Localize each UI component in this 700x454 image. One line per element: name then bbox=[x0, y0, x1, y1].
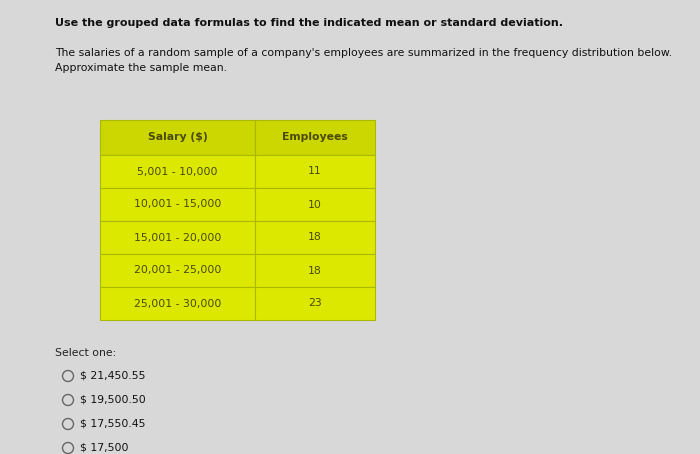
Bar bbox=[100, 120, 255, 155]
Text: 10: 10 bbox=[308, 199, 322, 209]
Text: Salary ($): Salary ($) bbox=[148, 133, 207, 143]
Text: 18: 18 bbox=[308, 266, 322, 276]
Text: 20,001 - 25,000: 20,001 - 25,000 bbox=[134, 266, 221, 276]
Text: Select one:: Select one: bbox=[55, 348, 116, 358]
Bar bbox=[255, 287, 375, 320]
Text: $ 19,500.50: $ 19,500.50 bbox=[80, 395, 146, 405]
Bar bbox=[255, 120, 375, 155]
Bar bbox=[255, 155, 375, 188]
Text: $ 17,550.45: $ 17,550.45 bbox=[80, 419, 146, 429]
Bar bbox=[100, 221, 255, 254]
Text: 23: 23 bbox=[308, 298, 322, 309]
Text: Approximate the sample mean.: Approximate the sample mean. bbox=[55, 63, 227, 73]
Bar bbox=[100, 287, 255, 320]
Text: 15,001 - 20,000: 15,001 - 20,000 bbox=[134, 232, 221, 242]
Text: 10,001 - 15,000: 10,001 - 15,000 bbox=[134, 199, 221, 209]
Bar bbox=[100, 155, 255, 188]
Text: 5,001 - 10,000: 5,001 - 10,000 bbox=[137, 167, 218, 177]
Bar bbox=[255, 221, 375, 254]
Bar bbox=[100, 254, 255, 287]
Text: Employees: Employees bbox=[282, 133, 348, 143]
Text: $ 17,500: $ 17,500 bbox=[80, 443, 129, 453]
Text: $ 21,450.55: $ 21,450.55 bbox=[80, 371, 146, 381]
Text: Use the grouped data formulas to find the indicated mean or standard deviation.: Use the grouped data formulas to find th… bbox=[55, 18, 563, 28]
Text: 11: 11 bbox=[308, 167, 322, 177]
Bar bbox=[255, 188, 375, 221]
Bar bbox=[100, 188, 255, 221]
Text: 25,001 - 30,000: 25,001 - 30,000 bbox=[134, 298, 221, 309]
Text: 18: 18 bbox=[308, 232, 322, 242]
Bar bbox=[255, 254, 375, 287]
Text: The salaries of a random sample of a company's employees are summarized in the f: The salaries of a random sample of a com… bbox=[55, 48, 672, 58]
